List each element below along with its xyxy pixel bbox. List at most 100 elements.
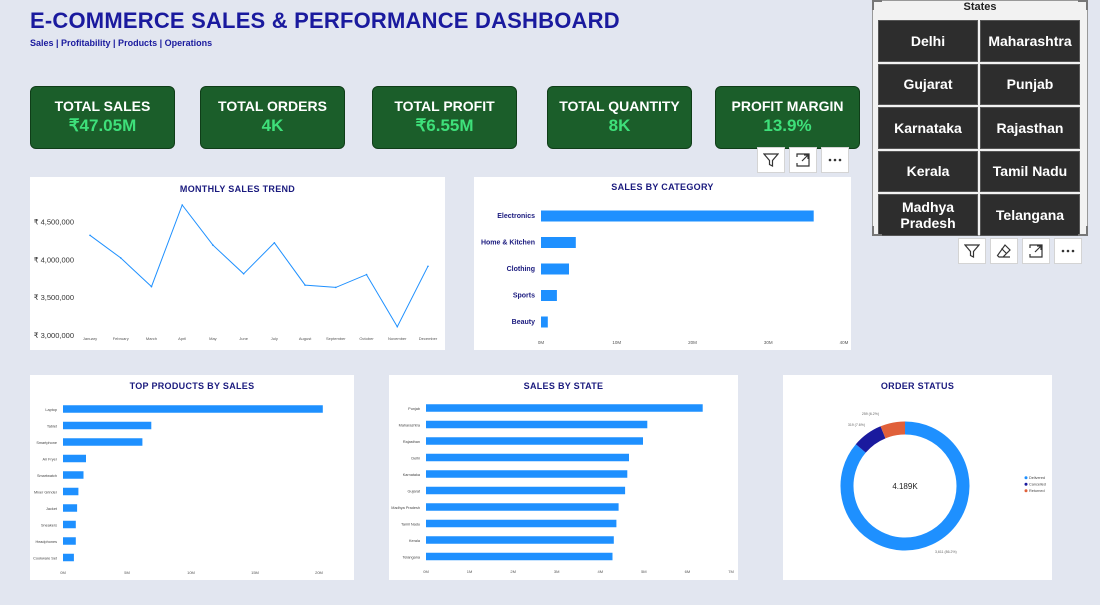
y-tick-label: ₹ 3,500,000 — [34, 293, 74, 302]
slicer-item-kerala[interactable]: Kerala — [878, 150, 978, 192]
data-point — [365, 273, 368, 276]
order-status-panel[interactable]: ORDER STATUS 4.189K 3,611 (86.2%) 319 (7.6… — [783, 375, 1052, 580]
kpi-card-total-quantity[interactable]: TOTAL QUANTITY 8K — [547, 86, 692, 149]
kpi-value: ₹47.05M — [68, 116, 137, 135]
data-point — [396, 325, 399, 328]
bar[interactable] — [426, 486, 626, 495]
data-point — [181, 204, 183, 206]
filter-icon[interactable] — [757, 147, 785, 173]
bar[interactable] — [541, 316, 548, 328]
x-tick-label: 0M — [60, 570, 66, 575]
bar[interactable] — [426, 470, 628, 478]
sales-by-category-panel[interactable]: SALES BY CATEGORY Electronics Home & Kitc… — [474, 177, 851, 350]
data-point — [273, 242, 276, 244]
chart-title: TOP PRODUCTS BY SALES — [129, 381, 255, 391]
slicer-item-telangana[interactable]: Telangana — [980, 194, 1080, 236]
bar[interactable] — [63, 537, 76, 545]
bar[interactable] — [426, 453, 629, 462]
products-bar-chart: Laptop Tablet Smartphone Air Fryer Smartwatc… — [33, 405, 323, 575]
category-label: Laptop — [45, 408, 57, 412]
donut-slice[interactable] — [840, 421, 970, 551]
resize-handle[interactable] — [1078, 0, 1088, 10]
bar[interactable] — [426, 503, 619, 511]
slicer-item-karnataka[interactable]: Karnataka — [878, 107, 978, 149]
x-tick-label: November — [388, 336, 407, 341]
resize-handle[interactable] — [1078, 226, 1088, 236]
kpi-card-total-sales[interactable]: TOTAL SALES ₹47.05M — [30, 86, 175, 149]
slicer-item-maharashtra[interactable]: Maharashtra — [980, 20, 1080, 62]
bar[interactable] — [63, 421, 152, 430]
kpi-label: TOTAL QUANTITY — [559, 98, 680, 114]
slicer-item-rajasthan[interactable]: Rajasthan — [980, 107, 1080, 149]
states-slicer[interactable]: States Delhi Maharashtra Gujarat Punjab Karn… — [872, 0, 1088, 236]
category-label: Electronics — [497, 213, 535, 220]
bar[interactable] — [63, 471, 84, 479]
donut-data-label: 259 (6.2%) — [862, 412, 879, 416]
bar[interactable] — [63, 487, 79, 496]
kpi-label: TOTAL PROFIT — [394, 98, 495, 114]
bar[interactable] — [426, 536, 614, 544]
category-label: Madhya Pradesh — [391, 506, 420, 510]
slicer-item-gujarat[interactable]: Gujarat — [878, 63, 978, 105]
bar[interactable] — [63, 438, 143, 446]
more-options-icon[interactable] — [821, 147, 849, 173]
category-label: Smartwatch — [37, 474, 57, 478]
bar[interactable] — [63, 520, 76, 529]
bar[interactable] — [541, 237, 576, 248]
bar[interactable] — [63, 504, 78, 512]
dashboard-subtitle: Sales | Profitability | Products | Opera… — [30, 38, 213, 48]
data-point — [150, 285, 153, 288]
legend-marker — [1024, 482, 1028, 486]
resize-handle[interactable] — [872, 226, 882, 236]
sales-by-state-panel[interactable]: SALES BY STATE Punjab Maharashtra Rajastha… — [389, 375, 738, 580]
clear-selections-icon[interactable] — [990, 238, 1018, 264]
y-tick-label: ₹ 4,500,000 — [34, 218, 74, 227]
monthly-sales-trend-panel[interactable]: MONTHLY SALES TREND ₹ 3,000,000 ₹ 3,500,0… — [30, 177, 445, 350]
visual-header-toolbar — [757, 147, 849, 173]
bar[interactable] — [426, 552, 613, 561]
category-bar-chart: Electronics Home & Kitchen Clothing Sports B… — [481, 210, 849, 345]
y-tick-label: ₹ 3,000,000 — [34, 331, 74, 340]
y-tick-label: ₹ 4,000,000 — [34, 255, 74, 264]
kpi-card-total-orders[interactable]: TOTAL ORDERS 4K — [200, 86, 345, 149]
bar[interactable] — [426, 404, 703, 412]
legend-label[interactable]: Delivered — [1029, 476, 1045, 480]
x-tick-label: 10M — [612, 340, 621, 345]
kpi-value: 4K — [261, 116, 284, 135]
slicer-item-madhya-pradesh[interactable]: Madhya Pradesh — [878, 194, 978, 236]
category-label: Delhi — [411, 457, 420, 461]
category-label: Punjab — [408, 407, 420, 411]
focus-mode-icon[interactable] — [1022, 238, 1050, 264]
bar[interactable] — [426, 437, 643, 445]
bar[interactable] — [63, 405, 323, 413]
kpi-card-total-profit[interactable]: TOTAL PROFIT ₹6.55M — [372, 86, 517, 149]
category-label: Air Fryer — [42, 458, 57, 462]
top-products-panel[interactable]: TOP PRODUCTS BY SALES Laptop Tablet Smartp… — [30, 375, 354, 580]
kpi-card-profit-margin[interactable]: PROFIT MARGIN 13.9% — [715, 86, 860, 149]
slicer-item-punjab[interactable]: Punjab — [980, 63, 1080, 105]
bar[interactable] — [63, 454, 86, 463]
bar[interactable] — [541, 210, 814, 222]
resize-handle[interactable] — [872, 0, 882, 10]
category-label: Cookware Set — [33, 557, 58, 561]
bar[interactable] — [426, 420, 648, 429]
donut-slice[interactable] — [855, 426, 886, 453]
legend-label[interactable]: Returned — [1029, 489, 1045, 493]
donut-slice[interactable] — [880, 421, 906, 439]
x-tick-label: 5M — [641, 569, 647, 574]
x-tick-label: 10M — [187, 570, 195, 575]
focus-mode-icon[interactable] — [789, 147, 817, 173]
bar[interactable] — [426, 519, 617, 528]
data-point — [119, 257, 122, 259]
bar[interactable] — [63, 553, 74, 562]
x-tick-label: April — [178, 336, 186, 341]
bar[interactable] — [541, 263, 569, 275]
slicer-item-tamil-nadu[interactable]: Tamil Nadu — [980, 150, 1080, 192]
bar[interactable] — [541, 290, 557, 301]
slicer-item-delhi[interactable]: Delhi — [878, 20, 978, 62]
chart-title: MONTHLY SALES TREND — [179, 184, 296, 194]
legend-label[interactable]: Cancelled — [1029, 483, 1046, 487]
filter-icon[interactable] — [958, 238, 986, 264]
more-options-icon[interactable] — [1054, 238, 1082, 264]
category-label: Rajasthan — [403, 440, 420, 444]
